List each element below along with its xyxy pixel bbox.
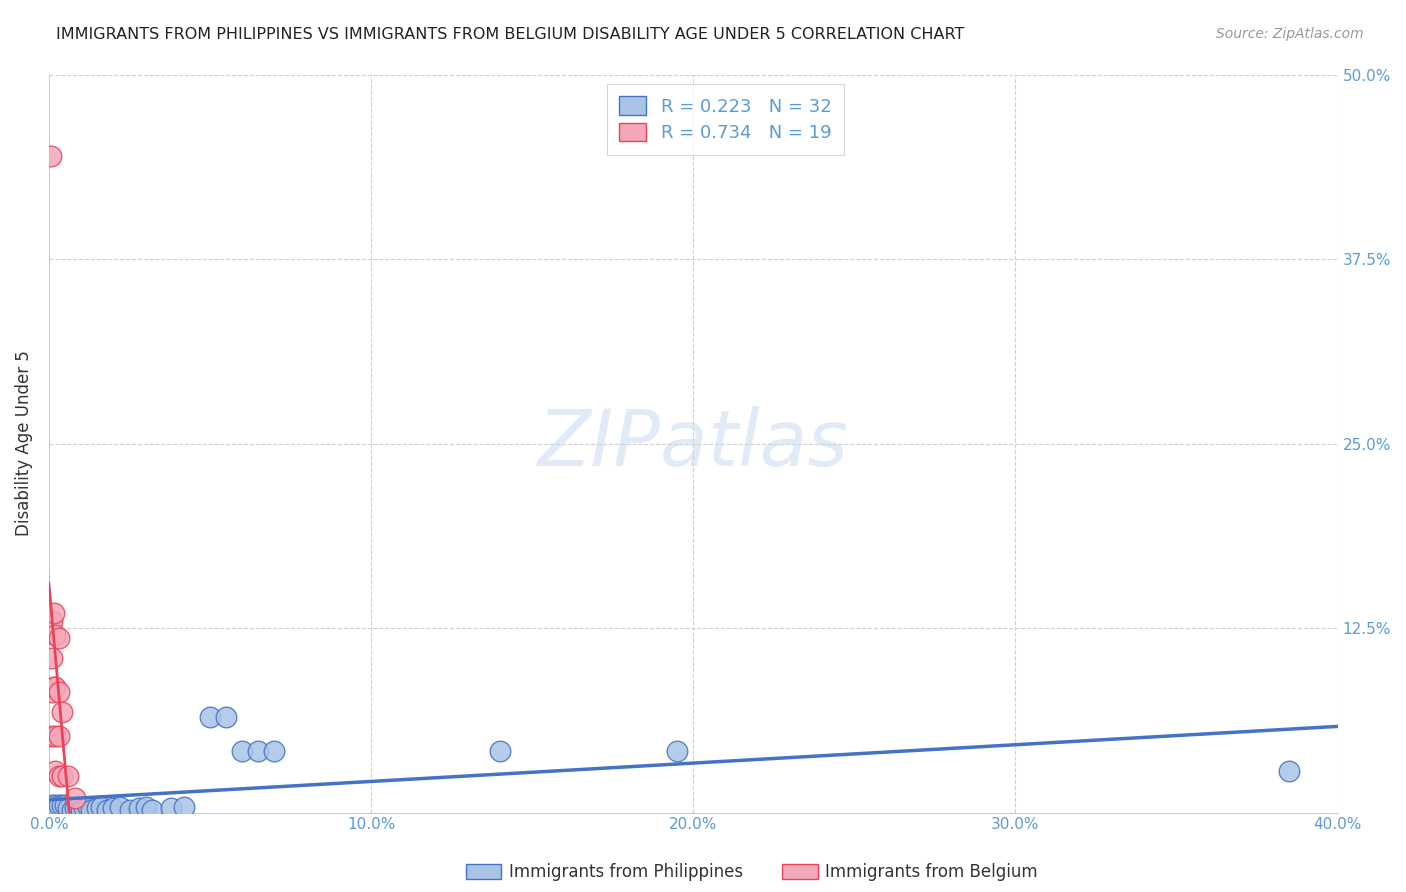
Point bbox=[48, 684, 70, 698]
Point bbox=[118, 803, 141, 817]
Point bbox=[108, 799, 131, 814]
Point bbox=[89, 799, 111, 814]
Point bbox=[51, 769, 73, 783]
Point bbox=[42, 607, 65, 621]
Point bbox=[51, 798, 73, 813]
Text: Immigrants from Belgium: Immigrants from Belgium bbox=[825, 863, 1038, 881]
Point bbox=[666, 743, 689, 757]
Point bbox=[48, 729, 70, 743]
Point bbox=[135, 799, 157, 814]
Text: Immigrants from Philippines: Immigrants from Philippines bbox=[509, 863, 744, 881]
Point bbox=[44, 680, 66, 694]
Point bbox=[53, 798, 76, 813]
Point bbox=[489, 743, 512, 757]
Point bbox=[41, 614, 63, 628]
Point bbox=[44, 798, 66, 813]
Point bbox=[70, 803, 93, 817]
Point bbox=[231, 743, 253, 757]
Point bbox=[86, 801, 108, 815]
Point bbox=[73, 801, 96, 815]
Point bbox=[58, 769, 80, 783]
Point bbox=[44, 729, 66, 743]
Text: ZIPatlas: ZIPatlas bbox=[538, 406, 849, 482]
Point bbox=[41, 650, 63, 665]
Legend: R = 0.223   N = 32, R = 0.734   N = 19: R = 0.223 N = 32, R = 0.734 N = 19 bbox=[607, 84, 844, 154]
Point bbox=[76, 799, 98, 814]
Point bbox=[198, 709, 221, 723]
Point bbox=[39, 149, 62, 163]
Point bbox=[96, 803, 118, 817]
Point bbox=[63, 790, 86, 805]
Point bbox=[160, 801, 183, 815]
Point bbox=[41, 798, 63, 813]
Point bbox=[103, 801, 125, 815]
Bar bbox=[465, 863, 502, 880]
Point bbox=[66, 799, 89, 814]
Point bbox=[41, 729, 63, 743]
Bar bbox=[782, 863, 818, 880]
Point bbox=[63, 801, 86, 815]
Point bbox=[141, 803, 163, 817]
Point bbox=[60, 803, 83, 817]
Point bbox=[80, 803, 103, 817]
Point bbox=[173, 799, 195, 814]
Point bbox=[263, 743, 285, 757]
Point bbox=[51, 705, 73, 719]
Point bbox=[1278, 764, 1301, 779]
Point bbox=[215, 709, 238, 723]
Y-axis label: Disability Age Under 5: Disability Age Under 5 bbox=[15, 351, 32, 536]
Point bbox=[247, 743, 270, 757]
Text: IMMIGRANTS FROM PHILIPPINES VS IMMIGRANTS FROM BELGIUM DISABILITY AGE UNDER 5 CO: IMMIGRANTS FROM PHILIPPINES VS IMMIGRANT… bbox=[56, 27, 965, 42]
Text: Source: ZipAtlas.com: Source: ZipAtlas.com bbox=[1216, 27, 1364, 41]
Point bbox=[42, 680, 65, 694]
Point bbox=[41, 684, 63, 698]
Point bbox=[48, 769, 70, 783]
Point bbox=[48, 798, 70, 813]
Point bbox=[44, 764, 66, 779]
Point bbox=[128, 801, 150, 815]
Point bbox=[58, 801, 80, 815]
Point bbox=[48, 632, 70, 646]
Point bbox=[44, 628, 66, 642]
